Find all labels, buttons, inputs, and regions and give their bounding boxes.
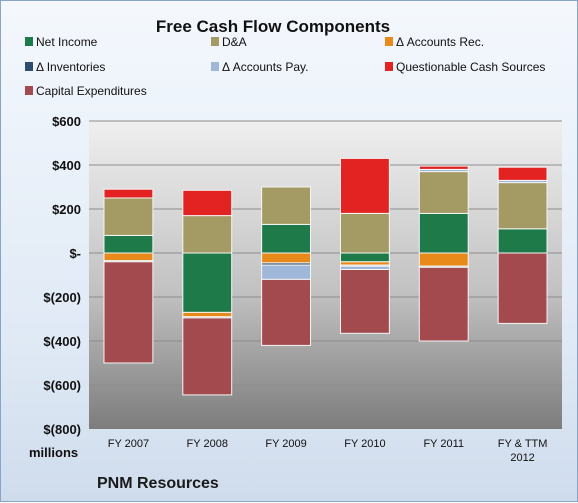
x-tick-label: FY 2010: [344, 438, 385, 450]
legend-label: Capital Expenditures: [36, 84, 147, 98]
y-tick-label: $(600): [43, 378, 81, 393]
y-tick-label: $400: [52, 158, 81, 173]
x-tick-label: FY & TTM 2012: [498, 438, 548, 464]
legend-swatch: [25, 37, 33, 46]
bar-segment: [339, 157, 390, 214]
bar-segment: [182, 317, 233, 396]
bar-segment: [103, 252, 154, 262]
legend-swatch: [25, 86, 33, 95]
legend-swatch: [25, 62, 33, 71]
legend-swatch: [211, 62, 219, 71]
y-tick-label: $600: [52, 114, 81, 129]
bar-segment: [103, 188, 154, 199]
company-name: PNM Resources: [97, 475, 219, 492]
legend-swatch: [385, 62, 393, 71]
legend-item: D&A: [211, 35, 247, 49]
legend-item: Δ Accounts Rec.: [385, 35, 484, 49]
y-tick-label: $-: [69, 246, 81, 261]
x-tick-label: FY 2008: [187, 438, 228, 450]
legend-label: Net Income: [36, 35, 98, 49]
y-tick-label: $200: [52, 202, 81, 217]
bar-segment: [261, 252, 312, 264]
y-tick-label: $(200): [43, 290, 81, 305]
legend-swatch: [211, 37, 219, 46]
bar-segment: [103, 261, 154, 364]
bar-segment: [261, 186, 312, 225]
x-tick-label: FY 2009: [265, 438, 306, 450]
legend-label: D&A: [222, 35, 247, 49]
legend-item: Net Income: [25, 35, 98, 49]
bar-segment: [261, 278, 312, 346]
bar-segment: [497, 166, 548, 181]
bar-segment: [182, 189, 233, 217]
bar-segment: [418, 171, 469, 214]
bar-segment: [418, 252, 469, 267]
bar-segment: [418, 266, 469, 342]
legend-item: Δ Inventories: [25, 60, 105, 74]
legend-label: Δ Accounts Pay.: [222, 60, 309, 74]
bar-segment: [497, 182, 548, 230]
bar-segment: [182, 215, 233, 254]
legend-item: Capital Expenditures: [25, 84, 147, 98]
y-axis: $600 $400 $200 $- $(200) $(400) $(600) $(800): [43, 114, 81, 437]
bar-segment: [339, 212, 390, 254]
legend-item: Δ Accounts Pay.: [211, 60, 309, 74]
bar-segment: [418, 165, 469, 170]
y-tick-label: $(400): [43, 334, 81, 349]
bar-segment: [497, 252, 548, 324]
bars: [103, 157, 548, 396]
legend-swatch: [385, 37, 393, 46]
bar-segment: [261, 264, 312, 280]
legend-label: Δ Accounts Rec.: [396, 35, 484, 49]
chart-title: Free Cash Flow Components: [156, 17, 390, 36]
bar-segment: [339, 269, 390, 334]
y-tick-label: $(800): [43, 422, 81, 437]
bar-segment: [339, 252, 390, 263]
bar-segment: [182, 311, 233, 318]
bar-segment: [103, 197, 154, 236]
gridlines: [89, 120, 562, 386]
legend: Net Income D&A Δ Accounts Rec. Δ Inventorie…: [25, 35, 545, 98]
unit-label: millions: [29, 445, 78, 460]
bar-segment: [261, 223, 312, 254]
legend-item: Questionable Cash Sources: [385, 60, 545, 74]
plot-area: [89, 121, 562, 429]
bar-segment: [103, 234, 154, 254]
bar-segment: [418, 212, 469, 254]
x-axis: FY 2007 FY 2008 FY 2009 FY 2010 FY 2011 FY & …: [108, 438, 548, 464]
bar-segment: [182, 252, 233, 313]
x-tick-label: FY 2007: [108, 438, 149, 450]
bar-segment: [497, 228, 548, 254]
legend-label: Questionable Cash Sources: [396, 60, 545, 74]
legend-label: Δ Inventories: [36, 60, 105, 74]
x-tick-label: FY 2011: [423, 438, 464, 450]
